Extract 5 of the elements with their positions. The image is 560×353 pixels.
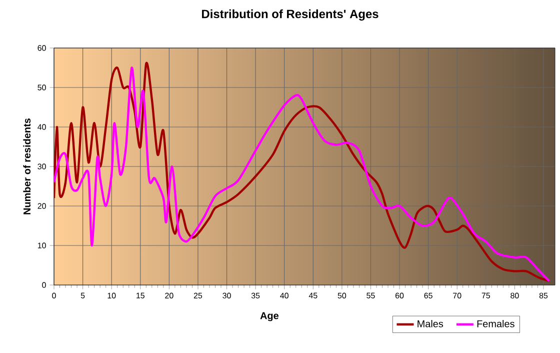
chart-title: Distribution of Residents' Ages bbox=[202, 9, 378, 21]
legend-label: Females bbox=[477, 320, 514, 328]
legend-label: Males bbox=[418, 320, 444, 328]
y-axis-title: Number of residents bbox=[23, 118, 31, 214]
x-axis-title: Age bbox=[260, 312, 279, 322]
